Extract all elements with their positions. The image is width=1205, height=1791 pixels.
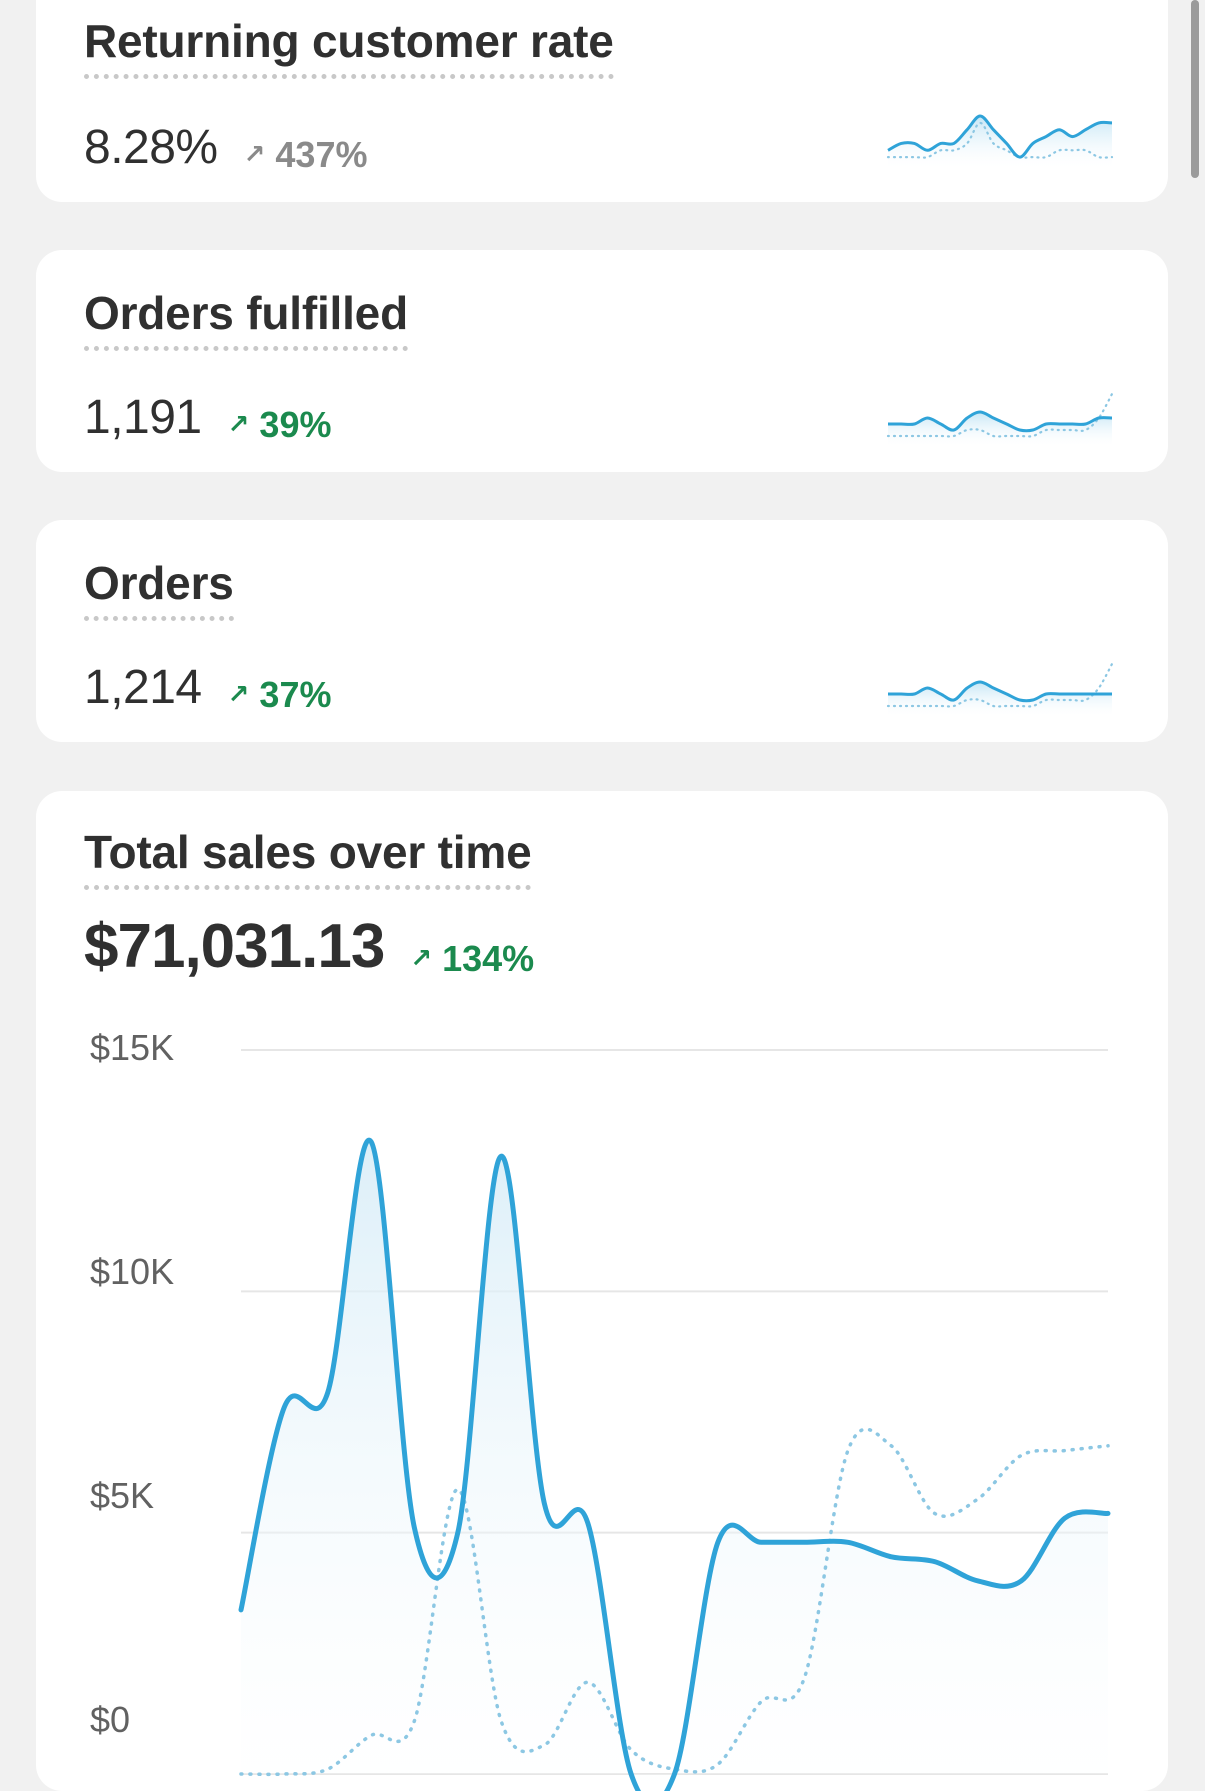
metric-row: 1,191 ↗ 39% <box>84 390 331 446</box>
metric-change: ↗ 39% <box>228 404 332 446</box>
series-area <box>241 1140 1108 1791</box>
change-percent: 437% <box>275 133 368 175</box>
y-tick-label: $5K <box>90 1475 155 1516</box>
y-tick-label: $15K <box>90 1027 175 1068</box>
sparkline <box>886 392 1114 446</box>
arrow-up-right-icon: ↗ <box>410 943 433 973</box>
metric-value: 8.28% <box>84 121 218 174</box>
metric-row: 1,214 ↗ 37% <box>84 660 331 716</box>
metric-change: ↗ 134% <box>410 938 534 980</box>
card-title[interactable]: Total sales over time <box>84 829 532 890</box>
sparkline-previous-line <box>886 121 1114 159</box>
card-title[interactable]: Orders fulfilled <box>84 290 408 351</box>
sparkline-current-line <box>888 680 1112 703</box>
arrow-up-right-icon: ↗ <box>227 409 250 439</box>
sparkline-current-line <box>887 114 1113 159</box>
sparkline-current-line <box>888 410 1113 433</box>
returning-customer-rate-card[interactable]: Returning customer rate 8.28% ↗ 437% <box>36 0 1168 202</box>
change-percent: 134% <box>442 937 535 979</box>
total-sales-value: $71,031.13 <box>84 912 385 981</box>
metric-value: 1,214 <box>84 661 202 714</box>
sparkline <box>886 662 1114 716</box>
total-sales-card[interactable]: Total sales over time $71,031.13 ↗ 134% … <box>36 791 1168 1791</box>
card-title[interactable]: Orders <box>84 560 234 621</box>
y-tick-label: $10K <box>90 1251 175 1292</box>
sparkline-area <box>888 682 1112 716</box>
metric-change: ↗ 437% <box>244 134 368 176</box>
sparkline-previous-line <box>886 392 1114 438</box>
change-percent: 37% <box>259 673 332 715</box>
series-line-current <box>238 1137 1111 1791</box>
sparkline-previous-line <box>886 662 1114 708</box>
sales-line-chart[interactable] <box>36 791 1168 1791</box>
metric-change: ↗ 37% <box>228 674 332 716</box>
orders-fulfilled-card[interactable]: Orders fulfilled 1,191 ↗ 39% <box>36 250 1168 472</box>
sparkline-area <box>888 116 1112 168</box>
metric-row: 8.28% ↗ 437% <box>84 120 367 176</box>
scrollbar[interactable] <box>1191 0 1199 178</box>
arrow-up-right-icon: ↗ <box>243 139 266 169</box>
metric-value: 1,191 <box>84 391 202 444</box>
y-tick-label: $0 <box>90 1699 131 1740</box>
sparkline <box>886 114 1114 168</box>
sparkline-area <box>888 412 1112 446</box>
metric-row: $71,031.13 ↗ 134% <box>84 911 534 982</box>
arrow-up-right-icon: ↗ <box>227 679 250 709</box>
card-title[interactable]: Returning customer rate <box>84 18 614 79</box>
orders-card[interactable]: Orders 1,214 ↗ 37% <box>36 520 1168 742</box>
change-percent: 39% <box>259 403 332 445</box>
